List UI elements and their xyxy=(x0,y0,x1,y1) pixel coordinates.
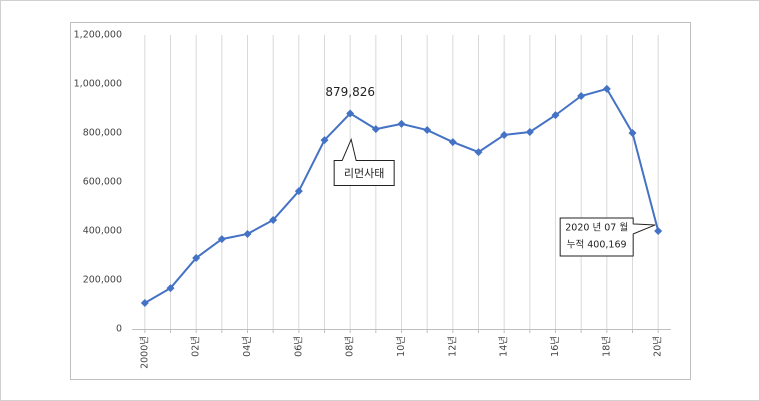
x-tick-label: 06년 xyxy=(293,336,304,357)
point-marker xyxy=(423,126,432,135)
annotation: 리먼사태 xyxy=(344,167,384,180)
point-marker xyxy=(448,138,457,147)
x-tick-label: 18년 xyxy=(601,336,612,357)
point-marker xyxy=(371,125,380,134)
y-tick-label: 800,000 xyxy=(83,128,122,139)
point-marker xyxy=(397,119,406,128)
point-marker xyxy=(140,299,149,308)
point-marker xyxy=(602,84,611,93)
x-tick-label: 12년 xyxy=(447,336,458,357)
y-tick-label: 200,000 xyxy=(83,275,122,286)
point-marker xyxy=(243,229,252,238)
point-marker xyxy=(346,109,355,118)
point-marker xyxy=(500,130,509,139)
data-label: 879,826 xyxy=(325,85,375,99)
x-tick-label: 16년 xyxy=(550,336,561,357)
point-marker xyxy=(551,111,560,120)
point-marker xyxy=(320,136,329,145)
callout-box xyxy=(559,217,656,257)
y-tick-label: 400,000 xyxy=(83,226,122,237)
point-marker xyxy=(628,129,637,137)
x-tick-label: 04년 xyxy=(242,336,253,357)
x-tick-label: 2000년 xyxy=(139,336,150,369)
chart-area xyxy=(70,22,691,380)
point-marker xyxy=(192,253,201,262)
point-marker xyxy=(294,187,303,196)
x-tick-label: 08년 xyxy=(345,336,356,357)
y-tick-label: 600,000 xyxy=(83,177,122,188)
point-marker xyxy=(474,148,483,157)
point-marker xyxy=(654,226,663,235)
annotation: 누적 400,169 xyxy=(567,238,627,250)
x-tick-label: 10년 xyxy=(396,336,407,357)
point-marker xyxy=(269,215,278,224)
point-marker xyxy=(166,284,175,293)
point-marker xyxy=(525,128,534,137)
point-marker xyxy=(577,92,586,101)
y-tick-label: 1,000,000 xyxy=(74,79,122,90)
callout-box xyxy=(333,137,395,186)
x-tick-label: 02년 xyxy=(191,336,202,357)
x-tick-label: 20년 xyxy=(653,336,664,357)
x-tick-label: 14년 xyxy=(499,336,510,357)
y-tick-label: 1,200,000 xyxy=(74,30,122,41)
point-marker xyxy=(217,235,226,244)
y-tick-label: 0 xyxy=(116,324,122,335)
annotation: 2020 년 07 월 xyxy=(565,221,628,233)
